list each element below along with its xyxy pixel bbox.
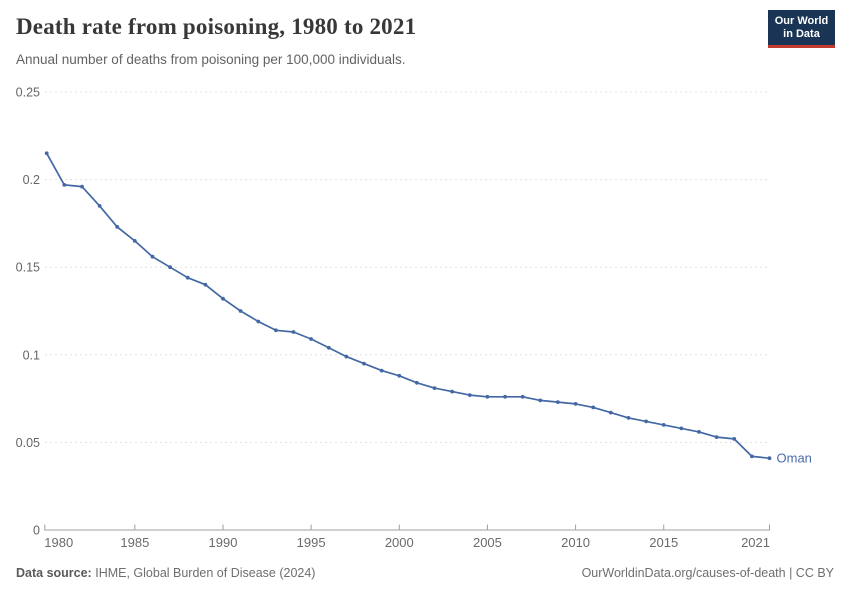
x-tick-label: 2021 [741,535,770,550]
data-point [591,405,596,410]
y-tick-label: 0.25 [16,86,40,100]
series-line [45,152,771,460]
data-point [679,426,684,431]
data-point [44,151,49,156]
data-point [732,437,737,441]
data-source: Data source: IHME, Global Burden of Dise… [16,566,315,580]
data-source-label: Data source: [16,566,92,580]
x-tick-label: 2010 [561,535,590,550]
data-point [415,380,419,385]
data-point [168,265,173,270]
x-tick-label: 1985 [120,535,149,550]
y-tick-label: 0.1 [23,348,40,362]
x-tick-label: 1980 [44,535,73,550]
data-point [538,398,543,403]
x-tick-label: 2005 [473,535,502,550]
page-title: Death rate from poisoning, 1980 to 2021 [16,14,417,39]
data-point [432,386,437,390]
chart-subtitle: Annual number of deaths from poisoning p… [16,52,406,67]
line-chart: 0 0.05 0.1 0.15 0.2 0.25 1980 1985 1990 1995 2000 2… [16,86,812,551]
data-point [291,330,296,334]
data-point [344,354,349,359]
data-point [185,275,190,280]
data-point [97,204,102,208]
data-point [450,389,455,394]
credit-line: OurWorldinData.org/causes-of-death | CC … [581,566,834,580]
data-point [520,394,525,399]
owid-logo: Our World in Data [768,10,835,48]
data-point [608,410,613,415]
owid-logo-line1: Our World [774,14,829,27]
data-point [397,373,402,378]
data-point [362,361,366,366]
data-point [697,430,701,434]
chart-footer: Data source: IHME, Global Burden of Dise… [16,566,834,580]
x-tick-label: 1990 [209,535,238,550]
y-tick-label: 0 [33,524,40,538]
data-point [256,319,261,324]
data-point [644,419,648,424]
data-point [379,368,384,373]
data-point [150,254,155,259]
data-point [274,328,278,333]
y-tick-label: 0.15 [16,261,40,275]
x-tick-label: 1995 [297,535,326,550]
data-point [573,402,578,406]
data-point [750,454,754,459]
data-point [485,394,490,399]
data-point [132,239,137,243]
data-point [115,225,120,229]
data-point [326,345,331,350]
data-point [714,435,719,439]
data-point [556,400,560,404]
data-point [767,456,772,461]
data-point [238,309,243,313]
y-tick-label: 0.05 [16,436,40,450]
data-point [626,416,631,420]
entity-label: Oman [777,451,812,466]
y-tick-label: 0.2 [23,173,40,187]
data-point [503,394,507,399]
data-point [62,183,67,187]
data-point [309,337,313,341]
data-point [203,282,208,287]
data-point [80,184,84,189]
owid-logo-line2: in Data [783,27,820,40]
x-tick-label: 2000 [385,535,414,550]
x-tick-label: 2015 [649,535,678,550]
data-source-text: IHME, Global Burden of Disease (2024) [95,566,316,580]
data-point [661,423,666,427]
data-point [221,296,225,301]
data-point [467,393,472,397]
